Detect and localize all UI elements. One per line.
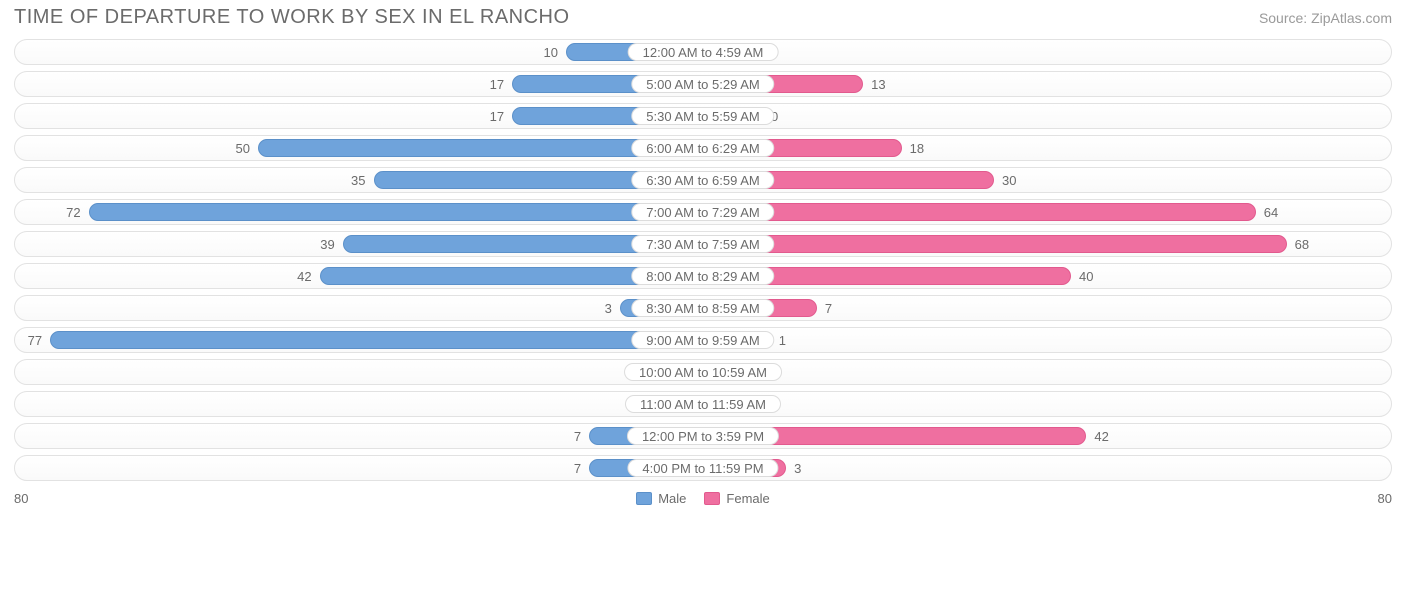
value-female: 42 [1094,424,1108,450]
chart-row: 3 7 8:30 AM to 8:59 AM [14,295,1392,321]
chart-row: 1705:30 AM to 5:59 AM [14,103,1392,129]
chart-title: TIME OF DEPARTURE TO WORK BY SEX IN EL R… [14,6,570,29]
value-male: 39 [320,232,334,258]
category-label: 5:00 AM to 5:29 AM [631,75,774,93]
category-label: 12:00 AM to 4:59 AM [628,43,779,61]
legend-swatch-female [704,492,720,505]
legend-label-female: Female [726,491,769,506]
value-male: 7 [574,456,581,482]
legend-swatch-male [636,492,652,505]
chart-row: 0010:00 AM to 10:59 AM [14,359,1392,385]
chart-row: 50 18 6:00 AM to 6:29 AM [14,135,1392,161]
bar-male [89,203,703,221]
value-male: 17 [490,72,504,98]
category-label: 11:00 AM to 11:59 AM [625,395,781,413]
value-female: 1 [779,328,786,354]
value-male: 35 [351,168,365,194]
value-female: 64 [1264,200,1278,226]
value-male: 10 [544,40,558,66]
legend-item-male: Male [636,491,686,506]
legend-item-female: Female [704,491,769,506]
bar-female [703,203,1256,221]
chart-row: 0011:00 AM to 11:59 AM [14,391,1392,417]
category-label: 4:00 PM to 11:59 PM [627,459,778,477]
category-label: 9:00 AM to 9:59 AM [631,331,774,349]
chart-area: 10012:00 AM to 4:59 AM17135:00 AM to 5:2… [0,39,1406,481]
value-male: 7 [574,424,581,450]
value-female: 30 [1002,168,1016,194]
value-male: 3 [605,296,612,322]
category-label: 12:00 PM to 3:59 PM [627,427,779,445]
chart-row: 72 64 7:00 AM to 7:29 AM [14,199,1392,225]
chart-row: 7 42 12:00 PM to 3:59 PM [14,423,1392,449]
value-male: 72 [66,200,80,226]
value-female: 7 [825,296,832,322]
value-female: 13 [871,72,885,98]
bar-male [50,331,703,349]
value-male: 77 [28,328,42,354]
axis-max-left: 80 [14,491,28,506]
chart-row: 39 68 7:30 AM to 7:59 AM [14,231,1392,257]
value-female: 68 [1295,232,1309,258]
chart-row: 77 1 9:00 AM to 9:59 AM [14,327,1392,353]
value-female: 40 [1079,264,1093,290]
chart-row: 7 3 4:00 PM to 11:59 PM [14,455,1392,481]
category-label: 5:30 AM to 5:59 AM [631,107,774,125]
category-label: 6:30 AM to 6:59 AM [631,171,774,189]
chart-row: 17 13 5:00 AM to 5:29 AM [14,71,1392,97]
chart-row: 35 30 6:30 AM to 6:59 AM [14,167,1392,193]
chart-row: 10012:00 AM to 4:59 AM [14,39,1392,65]
chart-source: Source: ZipAtlas.com [1259,10,1392,26]
legend-label-male: Male [658,491,686,506]
value-male: 17 [490,104,504,130]
chart-row: 42 40 8:00 AM to 8:29 AM [14,263,1392,289]
category-label: 6:00 AM to 6:29 AM [631,139,774,157]
legend: Male Female [636,491,770,506]
category-label: 7:00 AM to 7:29 AM [631,203,774,221]
axis-max-right: 80 [1378,491,1392,506]
category-label: 8:00 AM to 8:29 AM [631,267,774,285]
bar-female [703,235,1287,253]
category-label: 8:30 AM to 8:59 AM [631,299,774,317]
value-male: 50 [236,136,250,162]
category-label: 7:30 AM to 7:59 AM [631,235,774,253]
chart-header: TIME OF DEPARTURE TO WORK BY SEX IN EL R… [0,0,1406,39]
value-male: 42 [297,264,311,290]
category-label: 10:00 AM to 10:59 AM [624,363,782,381]
value-female: 18 [910,136,924,162]
chart-footer: 80 Male Female 80 [0,487,1406,506]
value-female: 3 [794,456,801,482]
